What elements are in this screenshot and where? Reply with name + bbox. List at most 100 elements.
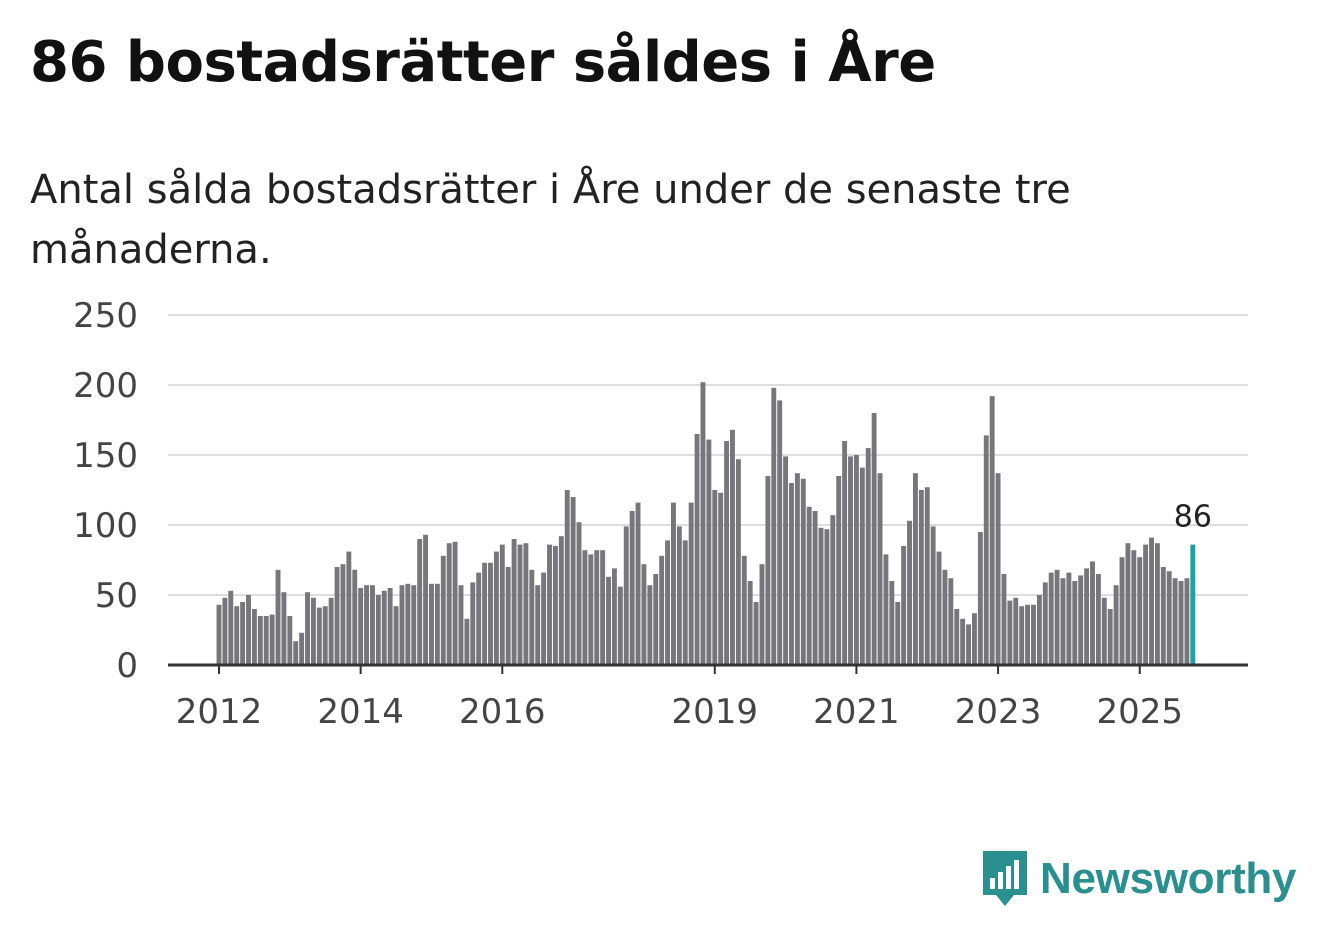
x-tick-label: 2025 [1096, 692, 1183, 732]
bar [960, 618, 966, 665]
bar [393, 606, 399, 665]
bar [948, 578, 954, 665]
bar [1066, 572, 1072, 665]
bar [629, 511, 635, 665]
bar [564, 490, 570, 665]
bar [1095, 574, 1101, 665]
bar [364, 585, 369, 665]
bar [671, 502, 676, 665]
bar [765, 476, 771, 665]
bar [718, 492, 724, 665]
bar [747, 581, 753, 665]
bar [1013, 597, 1019, 665]
bar [434, 583, 440, 665]
bar [505, 567, 511, 665]
bar [818, 527, 824, 665]
bar [895, 602, 901, 665]
bar [901, 546, 907, 665]
bar [700, 382, 706, 665]
bar [676, 526, 682, 665]
bar [263, 616, 269, 665]
bar [1078, 575, 1084, 665]
bar [659, 555, 665, 665]
bar [989, 396, 995, 665]
bar [340, 564, 346, 665]
bar [511, 539, 517, 665]
x-tick-label: 2012 [176, 692, 263, 732]
bar [1001, 574, 1007, 665]
bar [617, 586, 623, 665]
bar [735, 459, 741, 665]
bar [688, 502, 694, 665]
bar [972, 613, 977, 665]
bar [930, 526, 936, 665]
bar [853, 455, 859, 665]
bar [966, 624, 971, 665]
last-value-label: 86 [1174, 500, 1212, 535]
bar [257, 616, 263, 665]
bar [358, 588, 364, 665]
bar [411, 585, 417, 665]
bar [1107, 609, 1113, 665]
bar [352, 569, 358, 665]
brand-logo: Newsworthy [980, 848, 1296, 910]
bar [1054, 569, 1060, 665]
bar [806, 506, 812, 665]
bar [730, 429, 735, 665]
bar [446, 543, 452, 665]
bar [251, 609, 257, 665]
bar-highlight [1190, 544, 1196, 665]
y-tick-label: 200 [73, 366, 138, 406]
bar [1160, 567, 1166, 665]
bar [641, 564, 647, 665]
bar [387, 588, 393, 665]
bar [1007, 600, 1013, 665]
bar [429, 583, 434, 665]
bar [1137, 557, 1143, 665]
y-tick-label: 0 [116, 646, 138, 686]
bar [1125, 543, 1131, 665]
bar [789, 483, 794, 665]
bar [682, 540, 688, 665]
bar [281, 592, 287, 665]
bar [570, 497, 576, 665]
bar [848, 456, 853, 665]
bar [1072, 581, 1078, 665]
bar [328, 597, 334, 665]
bar [859, 467, 865, 665]
bar [1025, 604, 1031, 665]
bar [907, 520, 912, 665]
bar [783, 456, 789, 665]
bar [529, 569, 535, 665]
bar [824, 529, 830, 665]
bar [842, 441, 848, 665]
bar [794, 473, 800, 665]
bar [246, 595, 251, 665]
bar [1048, 572, 1054, 665]
bar [228, 590, 234, 665]
x-axis: 2012 2014 2016 2019 2021 2023 2025 [168, 663, 1248, 732]
bar [346, 551, 352, 665]
bar [918, 490, 924, 665]
bar [1036, 595, 1042, 665]
bar [1090, 561, 1095, 665]
bar [240, 602, 246, 665]
bar [234, 606, 240, 665]
bar [381, 590, 387, 665]
x-tick-label: 2016 [459, 692, 546, 732]
bar [535, 585, 541, 665]
bar [287, 616, 293, 665]
bar [322, 606, 328, 665]
bar [222, 597, 228, 665]
bar [647, 585, 653, 665]
bar [476, 572, 482, 665]
bar [1143, 544, 1149, 665]
newsworthy-logo-icon [983, 851, 1027, 906]
chart-subtitle: Antal sålda bostadsrätter i Åre under de… [30, 167, 1071, 273]
bar [611, 568, 617, 665]
bar [653, 574, 659, 665]
bar [924, 487, 930, 665]
bar [458, 585, 464, 665]
bar [293, 641, 299, 665]
bar [440, 555, 446, 665]
